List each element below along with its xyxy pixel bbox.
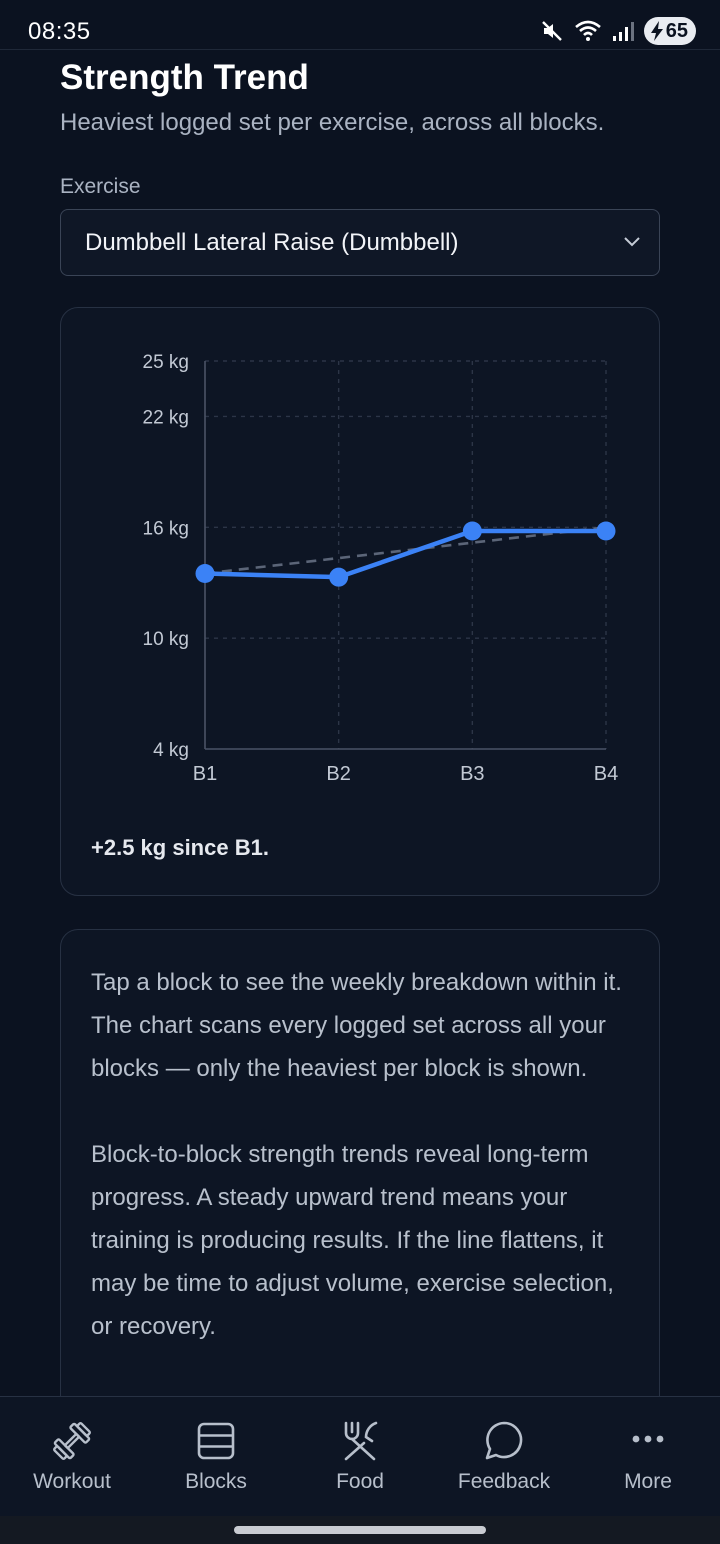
x-tick-label: B3	[460, 763, 484, 785]
y-tick-label: 16 kg	[143, 518, 189, 539]
nav-food[interactable]: Food	[288, 1397, 432, 1516]
y-tick-label: 4 kg	[153, 740, 189, 761]
page-title: Strength Trend	[60, 58, 309, 97]
data-point[interactable]	[462, 521, 482, 541]
status-bar: 08:35 65	[0, 0, 720, 50]
more-dots-icon	[632, 1435, 664, 1443]
series-line	[204, 528, 606, 580]
strength-chart-card: 4 kg 10 kg 16 kg 22 kg 25 kg B1 B2 B3 B4 +2.5 kg…	[60, 307, 660, 896]
battery-level: 65	[665, 19, 688, 42]
chat-bubble-icon	[485, 1421, 523, 1460]
strength-trend-chart[interactable]: 4 kg 10 kg 16 kg 22 kg 25 kg B1 B2 B3 B4	[61, 308, 661, 828]
nav-food-label: Food	[336, 1470, 384, 1493]
nav-more[interactable]: More	[576, 1397, 720, 1516]
chart-summary: +2.5 kg since B1.	[91, 835, 269, 860]
nav-blocks[interactable]: Blocks	[144, 1397, 288, 1516]
mute-icon	[541, 21, 562, 41]
data-point[interactable]	[195, 563, 215, 583]
signal-icon	[612, 22, 634, 41]
nav-workout[interactable]: Workout	[0, 1397, 144, 1516]
fork-knife-icon	[344, 1421, 378, 1461]
y-tick-label: 22 kg	[143, 407, 189, 428]
data-point[interactable]	[329, 567, 349, 587]
blocks-icon	[197, 1422, 235, 1460]
status-time: 08:35	[28, 18, 91, 45]
y-tick-label: 25 kg	[143, 352, 189, 373]
exercise-select-value: Dumbbell Lateral Raise (Dumbbell)	[85, 229, 459, 256]
exercise-select[interactable]: Dumbbell Lateral Raise (Dumbbell)	[60, 209, 660, 276]
nav-feedback[interactable]: Feedback	[432, 1397, 576, 1516]
chevron-down-icon	[624, 237, 640, 247]
x-tick-label: B1	[193, 763, 217, 785]
x-tick-label: B2	[326, 763, 350, 785]
dumbbell-icon	[53, 1422, 91, 1460]
charging-bolt-icon	[650, 21, 663, 41]
wifi-icon	[574, 20, 601, 41]
y-tick-label: 10 kg	[143, 629, 189, 650]
bottom-navigation: Workout Blocks Food	[0, 1396, 720, 1516]
nav-feedback-label: Feedback	[457, 1470, 551, 1493]
data-point[interactable]	[596, 521, 616, 541]
nav-blocks-label: Blocks	[185, 1470, 247, 1493]
page-subtitle: Heaviest logged set per exercise, across…	[60, 109, 605, 136]
info-card: Tap a block to see the weekly breakdown …	[60, 929, 660, 1396]
x-tick-label: B4	[594, 763, 618, 785]
trend-line	[204, 525, 607, 575]
exercise-label: Exercise	[60, 175, 141, 198]
nav-workout-label: Workout	[33, 1470, 111, 1493]
main-content[interactable]: Strength Trend Heaviest logged set per e…	[0, 50, 720, 1396]
home-indicator[interactable]	[234, 1526, 486, 1534]
info-paragraph-1: Tap a block to see the weekly breakdown …	[91, 969, 622, 1082]
info-paragraph-2: Block-to-block strength trends reveal lo…	[91, 1141, 614, 1340]
battery-indicator: 65	[643, 17, 696, 45]
nav-more-label: More	[624, 1470, 672, 1493]
gesture-area	[0, 1516, 720, 1544]
status-icons: 65	[540, 16, 696, 46]
